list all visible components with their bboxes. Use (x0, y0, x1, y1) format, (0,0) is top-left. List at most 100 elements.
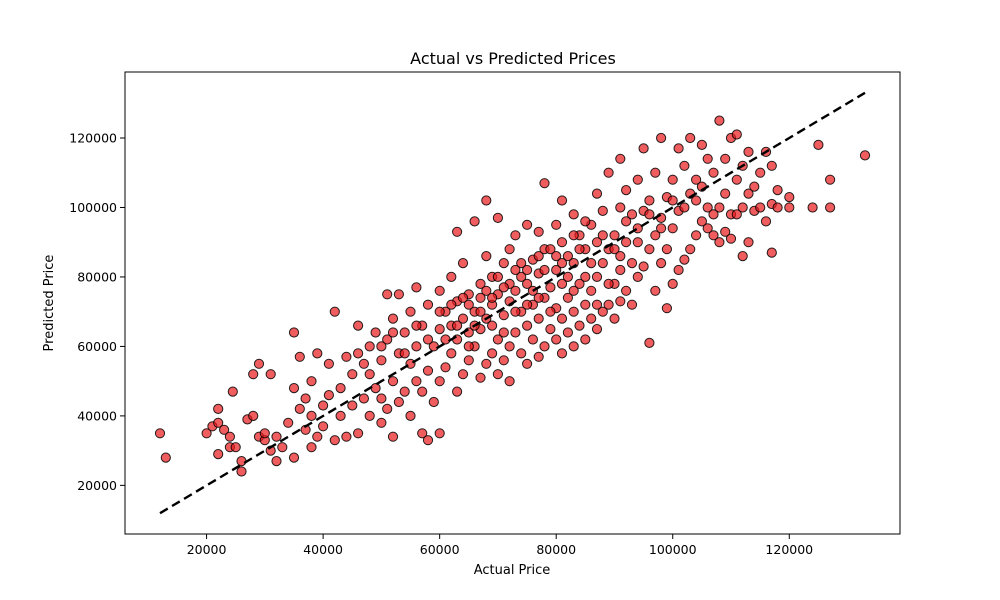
data-point (376, 393, 387, 404)
data-point (227, 386, 238, 397)
data-point (393, 289, 404, 300)
data-point (463, 341, 474, 352)
data-point (370, 383, 381, 394)
data-point (446, 348, 457, 359)
data-point (510, 327, 521, 338)
data-point (452, 320, 463, 331)
data-point (510, 264, 521, 276)
data-point (731, 129, 742, 140)
data-point (154, 428, 166, 439)
data-point (452, 226, 463, 237)
data-point (522, 358, 533, 369)
data-point (213, 403, 224, 414)
data-point (306, 442, 317, 453)
data-point (283, 417, 294, 428)
data-point (679, 254, 690, 265)
data-point (580, 216, 591, 227)
data-point (626, 209, 638, 220)
data-point (475, 292, 486, 303)
data-point (510, 306, 521, 317)
data-point (358, 358, 369, 369)
data-point (638, 261, 649, 272)
data-point (219, 424, 230, 435)
data-point (288, 327, 300, 338)
data-point (411, 341, 422, 352)
data-point (422, 334, 434, 345)
data-point (440, 334, 451, 345)
data-point (376, 341, 387, 352)
data-point (492, 271, 503, 282)
data-point (399, 327, 410, 338)
data-point (760, 216, 772, 227)
data-point (364, 410, 375, 421)
data-point (481, 251, 492, 262)
data-point (510, 230, 521, 241)
data-point (236, 456, 247, 467)
data-point (335, 410, 346, 421)
data-point (545, 324, 556, 335)
data-point (551, 334, 562, 345)
data-point (597, 258, 608, 269)
data-point (236, 466, 247, 477)
data-point (615, 153, 626, 164)
data-point (784, 202, 795, 213)
data-point (720, 188, 731, 199)
data-point (382, 334, 393, 345)
data-point (825, 202, 836, 213)
data-point (405, 306, 416, 317)
data-point (568, 209, 579, 220)
data-point (661, 244, 673, 255)
data-point (644, 195, 655, 206)
data-point (387, 376, 399, 387)
data-point (457, 369, 469, 380)
data-point (312, 348, 323, 359)
data-point (353, 348, 364, 359)
data-point (656, 223, 667, 234)
data-point (621, 237, 632, 248)
data-point (591, 324, 603, 335)
data-point (341, 431, 352, 442)
x-tick-label: 40000 (303, 542, 343, 557)
plot-frame (124, 71, 901, 535)
x-tick-label: 60000 (420, 542, 460, 557)
y-tick-label: 80000 (77, 269, 117, 284)
data-point (720, 153, 731, 164)
data-point (411, 376, 422, 387)
data-point (708, 167, 719, 178)
data-point (364, 369, 375, 380)
data-point (562, 292, 574, 303)
data-point (498, 327, 509, 338)
data-point (807, 202, 818, 213)
data-point (656, 132, 667, 144)
y-axis-ticks: 20000 40000 60000 80000 100000 120000 (69, 131, 125, 493)
data-point (609, 313, 620, 324)
y-axis-label: Predicted Price (42, 255, 57, 352)
data-point (574, 244, 585, 255)
data-point (685, 244, 696, 255)
data-point (487, 320, 498, 331)
data-point (422, 365, 434, 376)
data-point (452, 386, 463, 397)
data-point (755, 202, 766, 213)
data-point (539, 341, 550, 352)
data-point (644, 244, 655, 255)
data-point (859, 150, 871, 161)
data-point (358, 393, 369, 404)
data-point (452, 334, 463, 345)
data-point (702, 223, 713, 234)
data-point (492, 212, 503, 223)
data-point (720, 226, 731, 237)
data-point (685, 132, 696, 144)
data-point (556, 258, 568, 269)
data-point (364, 341, 375, 352)
data-point (230, 442, 241, 453)
data-point (434, 285, 445, 296)
data-point (650, 167, 661, 178)
data-point (673, 143, 684, 154)
data-point (440, 362, 451, 373)
data-point (411, 282, 422, 293)
data-point (463, 355, 474, 366)
data-point (632, 237, 643, 248)
data-point (446, 271, 457, 282)
